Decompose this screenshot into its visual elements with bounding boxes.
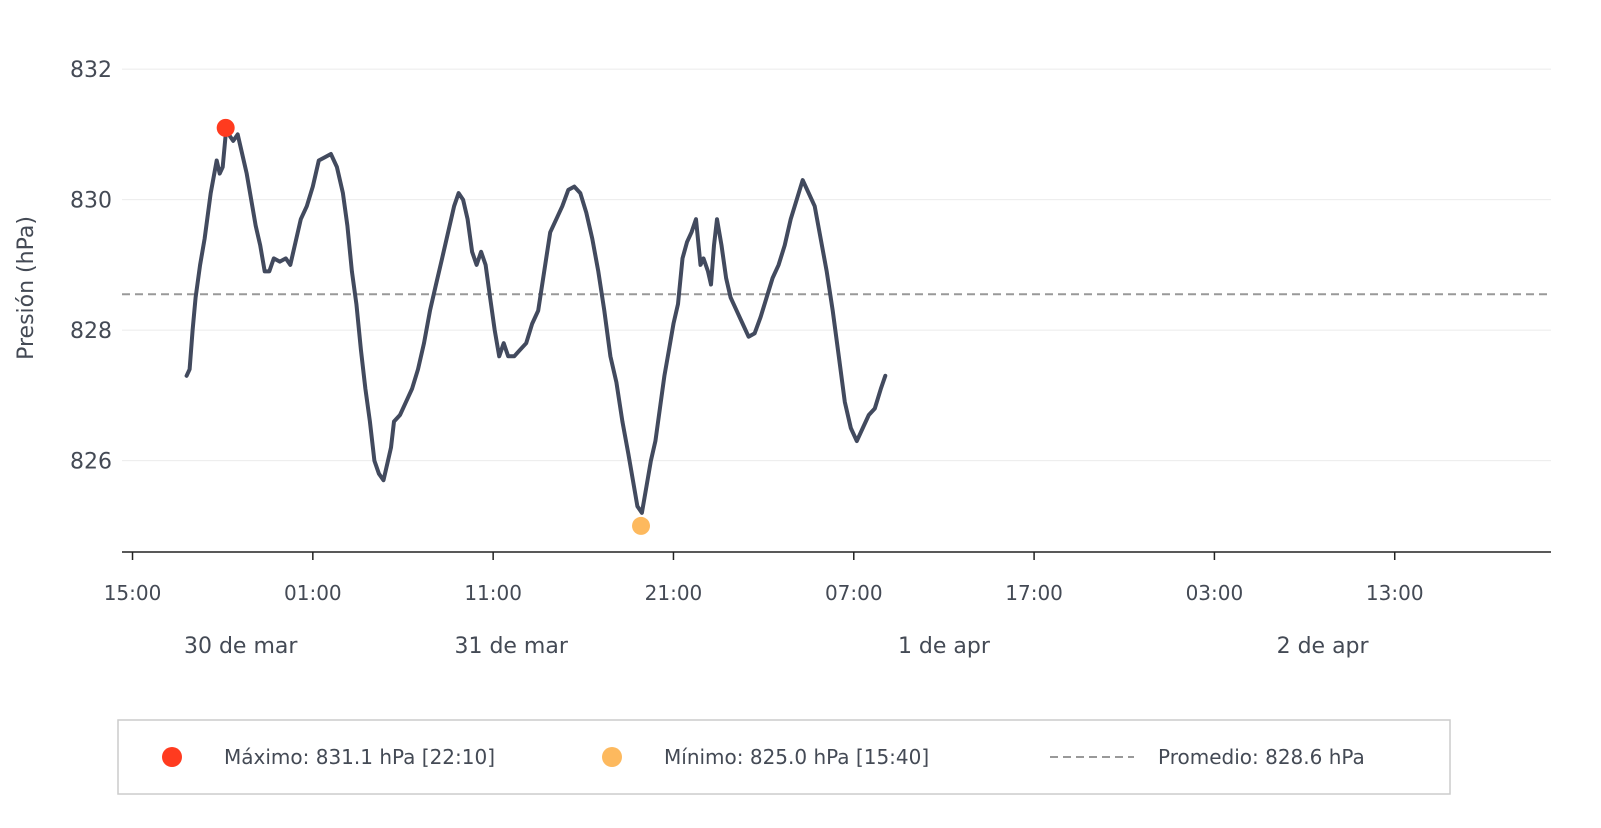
- legend-marker: [602, 747, 622, 767]
- x-tick-label: 01:00: [284, 581, 342, 605]
- date-label: 1 de apr: [898, 634, 991, 659]
- legend-marker: [162, 747, 182, 767]
- y-ticks: 826 828 830 832: [70, 58, 112, 475]
- date-label: 2 de apr: [1277, 634, 1370, 659]
- x-tick-label: 03:00: [1186, 581, 1244, 605]
- x-tick-label: 07:00: [825, 581, 883, 605]
- y-tick-label: 830: [70, 189, 112, 214]
- y-tick-label: 826: [70, 450, 112, 475]
- legend: Máximo: 831.1 hPa [22:10] Mínimo: 825.0 h…: [117, 719, 1451, 795]
- date-label: 31 de mar: [454, 634, 568, 659]
- legend-label: Máximo: 831.1 hPa [22:10]: [224, 745, 495, 769]
- date-labels: 30 de mar 31 de mar 1 de apr 2 de apr: [184, 634, 1370, 659]
- x-tick-label: 15:00: [104, 581, 162, 605]
- x-tick-label: 21:00: [645, 581, 703, 605]
- x-tick-label: 17:00: [1005, 581, 1063, 605]
- date-label: 30 de mar: [184, 634, 298, 659]
- grid-lines: [122, 68, 1551, 462]
- legend-label: Mínimo: 825.0 hPa [15:40]: [664, 745, 929, 769]
- x-tick-label: 11:00: [464, 581, 522, 605]
- legend-label: Promedio: 828.6 hPa: [1158, 745, 1365, 769]
- series-line: [184, 132, 888, 515]
- legend-frame: [117, 719, 1451, 795]
- marker-layer: [216, 118, 651, 535]
- x-ticks: 15:00 01:00 11:00 21:00 07:00 17:00 03:00 13:00: [104, 552, 1424, 605]
- y-axis-label: Presión (hPa): [14, 216, 39, 360]
- y-tick-label: 832: [70, 58, 112, 83]
- x-tick-label: 13:00: [1366, 581, 1424, 605]
- y-tick-label: 828: [70, 319, 112, 344]
- max-marker: [216, 118, 235, 137]
- series-layer: [184, 132, 888, 515]
- min-marker: [632, 516, 651, 535]
